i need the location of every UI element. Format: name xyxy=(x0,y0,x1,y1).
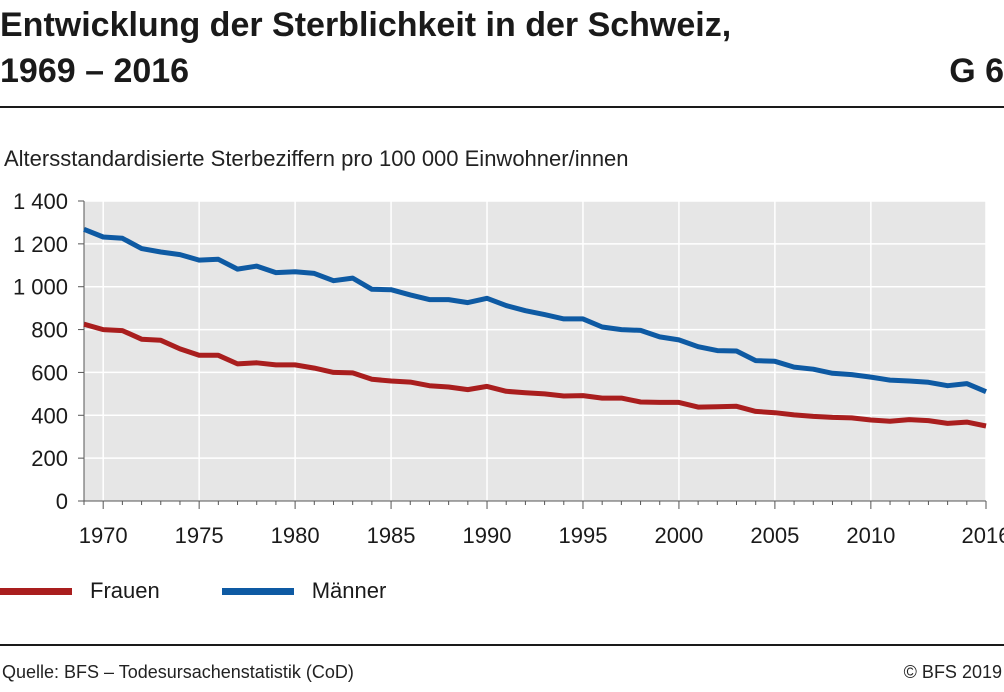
header-divider xyxy=(0,106,1004,108)
legend-item-maenner: Männer xyxy=(221,578,387,604)
x-tick-label: 2000 xyxy=(654,523,703,548)
figure-id: G 6 xyxy=(949,52,1004,90)
legend-item-frauen: Frauen xyxy=(0,578,160,604)
chart-legend: Frauen Männer xyxy=(0,578,448,604)
x-tick-label: 2010 xyxy=(846,523,895,548)
y-tick-label: 600 xyxy=(31,360,68,385)
x-tick-label: 1980 xyxy=(271,523,320,548)
footer-divider xyxy=(0,644,1004,646)
legend-label-frauen: Frauen xyxy=(90,578,160,603)
series-line-frauen xyxy=(83,321,987,429)
y-tick-label: 1 200 xyxy=(13,232,68,257)
x-tick-label: 1990 xyxy=(463,523,512,548)
series-line-maenner xyxy=(83,226,987,395)
chart-title: Entwicklung der Sterblichkeit in der Sch… xyxy=(0,2,1004,94)
y-tick-label: 0 xyxy=(56,489,68,514)
y-tick-label: 1 000 xyxy=(13,275,68,300)
x-tick-label: 1985 xyxy=(367,523,416,548)
copyright: © BFS 2019 xyxy=(903,662,1002,682)
legend-swatch-maenner xyxy=(221,587,294,595)
source-note: Quelle: BFS – Todesursachenstatistik (Co… xyxy=(2,662,354,682)
legend-swatch-frauen xyxy=(0,587,72,595)
legend-label-maenner: Männer xyxy=(311,578,387,603)
y-tick-label: 400 xyxy=(31,403,68,428)
chart-title-line2: 1969 – 2016 xyxy=(0,52,190,90)
chart-title-line2-row: 1969 – 2016 G 6 xyxy=(0,48,1004,94)
y-tick-label: 200 xyxy=(31,446,68,471)
chart-subtitle: Altersstandardisierte Sterbeziffern pro … xyxy=(4,146,629,171)
x-tick-label: 2005 xyxy=(750,523,799,548)
x-tick-label: 2016 xyxy=(962,523,1004,548)
footer: Quelle: BFS – Todesursachenstatistik (Co… xyxy=(2,662,1002,683)
y-tick-label: 1 400 xyxy=(13,189,68,214)
x-tick-label: 1970 xyxy=(79,523,128,548)
y-tick-label: 800 xyxy=(31,318,68,343)
chart-title-line1: Entwicklung der Sterblichkeit in der Sch… xyxy=(0,6,732,44)
line-chart: 0 200 400 600 800 1 000 1 200 1 400 1970 1975 1980… xyxy=(13,189,1004,548)
plot-area xyxy=(84,201,986,501)
x-tick-label: 1975 xyxy=(175,523,224,548)
x-tick-label: 1995 xyxy=(559,523,608,548)
